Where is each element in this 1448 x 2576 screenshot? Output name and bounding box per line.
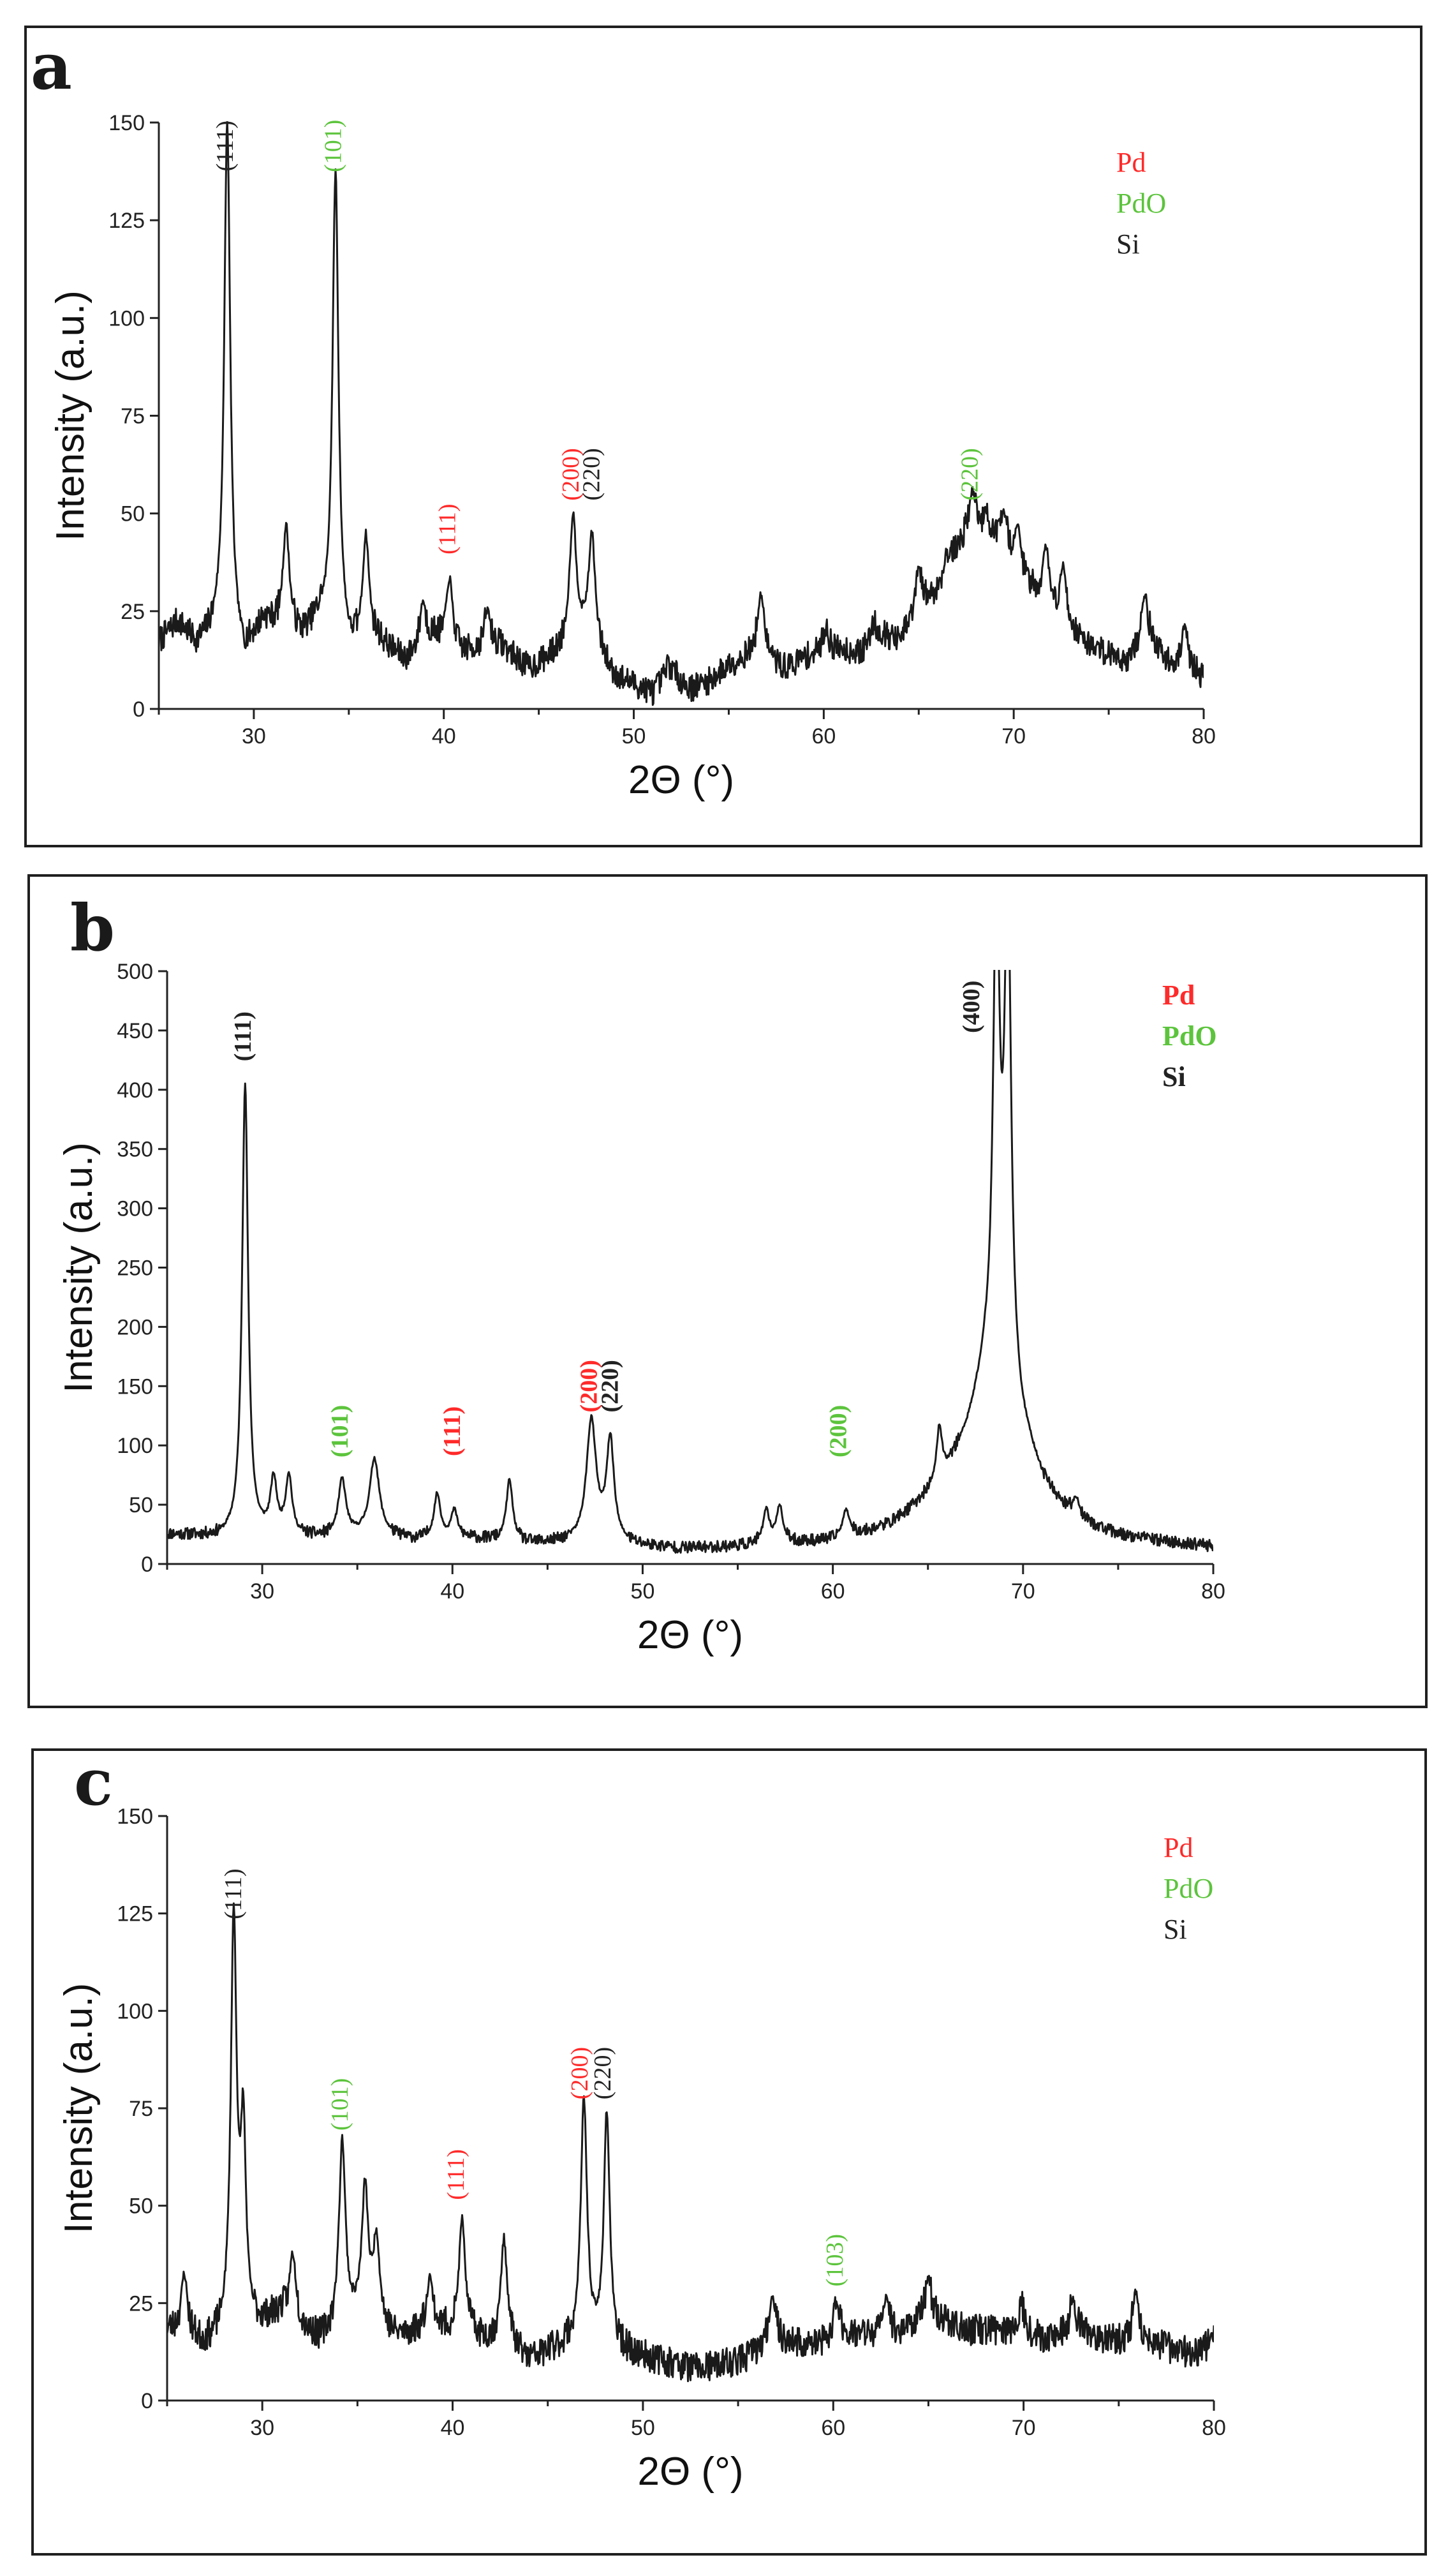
legend-pd: Pd <box>1162 979 1195 1011</box>
x-tick-label: 60 <box>811 724 836 748</box>
y-tick-label: 100 <box>117 1999 153 2023</box>
y-tick-label: 0 <box>141 2389 153 2413</box>
xrd-trace-c <box>167 1902 1214 2383</box>
legend-pdo: PdO <box>1162 1020 1217 1052</box>
x-tick-label: 60 <box>821 1579 845 1604</box>
y-tick-label: 250 <box>117 1256 153 1281</box>
x-tick-label: 30 <box>250 1579 274 1604</box>
xrd-chart-b: b 0 50 100 150 200 250 300 350 400 450 500 30 40 50 60 7… <box>57 890 1225 1657</box>
x-tick-label: 30 <box>250 2416 274 2440</box>
legend-pd: Pd <box>1164 1832 1193 1863</box>
peak-label-pdo: (103) <box>822 2234 848 2286</box>
panel-label-a: a <box>31 29 72 104</box>
x-axis-title: 2Θ (°) <box>637 1613 743 1657</box>
y-tick-label: 500 <box>117 960 153 984</box>
legend-pdo: PdO <box>1164 1873 1213 1904</box>
peak-label-pdo: (101) <box>327 1405 353 1457</box>
y-tick-label: 0 <box>141 1552 153 1577</box>
xrd-panel-c: c 0 25 50 75 100 125 150 30 40 50 60 70 80 2Θ (°) Inten… <box>31 1745 1427 2556</box>
y-tick-label: 75 <box>129 2097 153 2121</box>
peak-label-pdo: (101) <box>327 2078 353 2131</box>
legend-pd: Pd <box>1116 147 1146 178</box>
peak-label-pd: (111) <box>434 503 461 555</box>
y-tick-label: 350 <box>117 1138 153 1162</box>
peak-label-si: (111) <box>220 1868 247 1919</box>
legend-si: Si <box>1164 1914 1187 1945</box>
xrd-panel-b: b 0 50 100 150 200 250 300 350 400 450 500 30 40 50 60 7… <box>27 874 1428 1708</box>
x-tick-label: 70 <box>1011 1579 1035 1604</box>
x-tick-label: 80 <box>1192 724 1216 748</box>
y-tick-label: 450 <box>117 1019 153 1043</box>
legend-si: Si <box>1116 228 1140 260</box>
x-tick-label: 40 <box>441 2416 465 2440</box>
y-tick-label: 75 <box>121 405 145 429</box>
y-tick-label: 125 <box>108 209 145 233</box>
x-tick-label: 50 <box>622 724 646 748</box>
y-tick-label: 400 <box>117 1078 153 1103</box>
y-tick-label: 150 <box>117 1805 153 1829</box>
y-tick-label: 25 <box>129 2291 153 2316</box>
legend-si: Si <box>1162 1061 1186 1092</box>
x-tick-label: 70 <box>1012 2416 1036 2440</box>
x-tick-label: 60 <box>821 2416 845 2440</box>
peak-label-si: (111) <box>230 1011 256 1061</box>
x-tick-label: 40 <box>440 1579 464 1604</box>
peak-label-si: (111) <box>212 121 239 172</box>
peak-label-pd: (200) <box>576 1360 603 1412</box>
peak-label-pd: (111) <box>443 2149 469 2200</box>
xrd-panel-a: a 0 25 50 75 100 125 150 30 40 50 60 70 80 2Θ (°) Inten… <box>24 26 1422 847</box>
y-tick-label: 150 <box>108 111 145 135</box>
y-axis-title: Intensity (a.u.) <box>48 290 92 541</box>
panel-label-c: c <box>74 1745 113 1820</box>
y-tick-label: 50 <box>129 1493 153 1517</box>
y-tick-label: 150 <box>117 1374 153 1399</box>
panel-label-b: b <box>70 890 115 965</box>
x-tick-label: 40 <box>432 724 456 748</box>
peak-label-pd: (111) <box>439 1406 466 1456</box>
xrd-chart-c: c 0 25 50 75 100 125 150 30 40 50 60 70 80 2Θ (°) Inten… <box>57 1745 1226 2494</box>
x-tick-label: 80 <box>1202 2416 1226 2440</box>
y-axis-title: Intensity (a.u.) <box>57 1983 101 2234</box>
xrd-trace-a <box>159 121 1204 706</box>
xrd-trace-b <box>167 970 1213 1554</box>
y-axis-title: Intensity (a.u.) <box>57 1142 101 1393</box>
y-tick-label: 50 <box>121 502 145 526</box>
y-tick-label: 200 <box>117 1315 153 1339</box>
y-tick-label: 300 <box>117 1197 153 1221</box>
x-axis-title: 2Θ (°) <box>628 758 734 802</box>
y-tick-label: 100 <box>108 306 145 331</box>
x-tick-label: 50 <box>631 2416 655 2440</box>
x-axis-title: 2Θ (°) <box>637 2450 743 2494</box>
x-tick-label: 30 <box>242 724 266 748</box>
y-tick-label: 25 <box>121 600 145 624</box>
peak-label-si: (400) <box>958 981 985 1033</box>
x-tick-label: 70 <box>1001 724 1026 748</box>
legend-pdo: PdO <box>1116 188 1166 219</box>
y-tick-label: 100 <box>117 1434 153 1458</box>
peak-label-si: (220) <box>579 448 605 500</box>
peak-label-pdo: (101) <box>320 120 347 172</box>
peak-label-si: (220) <box>589 2047 616 2099</box>
peak-label-pd: (200) <box>558 448 584 500</box>
peak-label-pdo: (220) <box>956 448 983 500</box>
peak-label-pd: (200) <box>566 2047 593 2099</box>
y-tick-label: 0 <box>133 697 145 722</box>
y-tick-label: 125 <box>117 1902 153 1926</box>
x-tick-label: 80 <box>1201 1579 1225 1604</box>
x-tick-label: 50 <box>631 1579 655 1604</box>
peak-label-si: (220) <box>596 1360 623 1412</box>
peak-label-pdo: (200) <box>825 1405 852 1457</box>
y-tick-label: 50 <box>129 2194 153 2219</box>
xrd-chart-a: a 0 25 50 75 100 125 150 30 40 50 60 70 80 2Θ (°) Inten… <box>31 29 1216 802</box>
